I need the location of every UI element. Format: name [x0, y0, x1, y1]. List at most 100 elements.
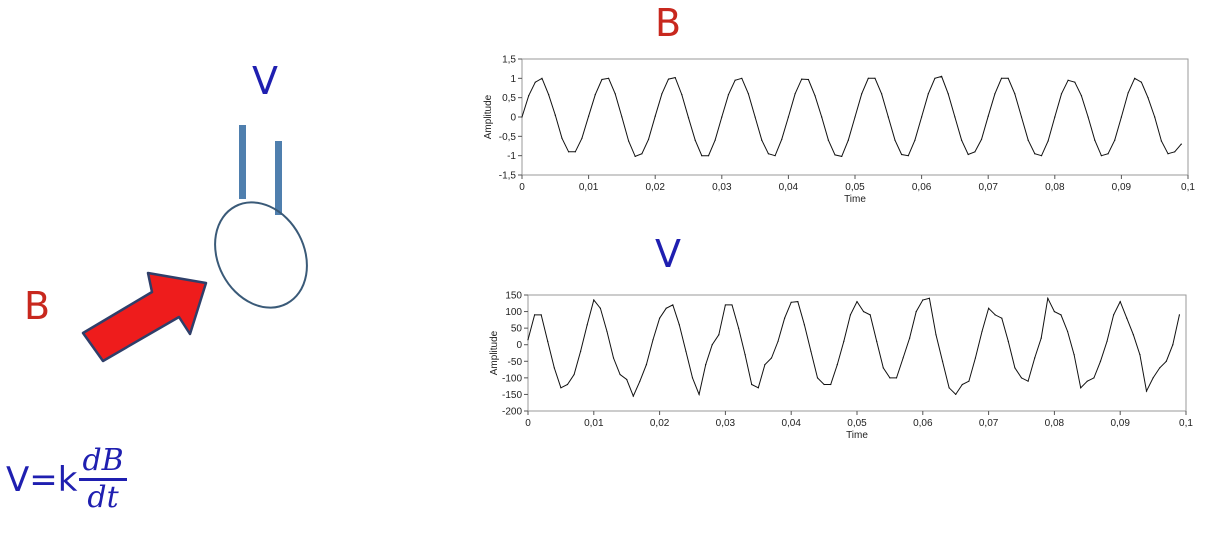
formula-denominator: dt	[87, 480, 119, 515]
v-chart-data-point	[915, 310, 917, 313]
v-chart-data-point	[955, 393, 957, 396]
v-chart-data-point	[1001, 317, 1003, 319]
v-chart-data-point	[757, 387, 759, 389]
v-chart-data-point	[948, 387, 950, 389]
b-chart-data-point	[521, 116, 523, 118]
b-chart-data-point	[1167, 153, 1169, 155]
b-chart-y-tick-label: 0,5	[502, 93, 516, 104]
v-chart-data-point	[566, 383, 569, 386]
b-chart-data-point	[647, 138, 650, 141]
b-chart-data-point	[614, 93, 616, 95]
v-chart-x-tick-label: 0,08	[1045, 418, 1065, 429]
b-chart-data-point	[1127, 92, 1129, 94]
b-chart-data-point	[1140, 81, 1142, 83]
b-chart-data-point	[1147, 97, 1149, 99]
b-chart-data-point	[627, 140, 630, 142]
v-chart-data-point	[553, 367, 555, 369]
v-chart-data-point	[698, 393, 700, 396]
v-chart-data-point	[718, 334, 720, 336]
v-chart-data-point	[586, 324, 588, 326]
b-chart-data-point	[1114, 139, 1116, 141]
formula-lhs: V=k	[6, 459, 78, 500]
b-chart-data-point	[934, 77, 936, 79]
lead-right	[275, 141, 282, 215]
b-chart-x-tick-label: 0,04	[779, 182, 799, 193]
b-chart-data-point	[568, 151, 570, 153]
v-chart-data-point	[961, 383, 963, 386]
b-chart-data-point	[667, 78, 670, 80]
v-chart-data-point	[1086, 380, 1088, 382]
v-chart-data-point	[737, 327, 740, 329]
b-chart-y-tick-label: 0	[510, 113, 516, 124]
chart-b-title: B	[655, 1, 682, 45]
v-chart-data-point	[1119, 301, 1121, 303]
v-chart-data-point	[889, 377, 891, 379]
faraday-formula: V=k dB dt	[6, 446, 127, 513]
b-chart-data-point	[841, 155, 843, 158]
b-chart-data-point	[727, 93, 730, 96]
v-chart-data-point	[724, 304, 727, 306]
b-chart-data-point	[541, 77, 543, 79]
formula-numerator: dB	[79, 446, 127, 481]
b-chart-x-tick-label: 0,06	[912, 182, 932, 193]
v-chart-data-point	[849, 314, 852, 316]
v-chart-y-tick-label: -200	[502, 407, 522, 418]
v-chart-data-point	[869, 314, 871, 316]
v-chart-data-point	[830, 383, 832, 386]
b-chart-data-point	[1014, 93, 1016, 95]
v-chart-data-point	[810, 350, 812, 352]
v-chart-data-point	[533, 314, 536, 316]
v-chart-data-point	[691, 377, 694, 379]
b-chart-data-point	[1034, 153, 1036, 155]
b-chart-data-point	[1067, 79, 1069, 81]
v-chart-data-point	[1126, 317, 1128, 319]
v-chart-data-point	[895, 377, 898, 379]
b-chart-data-point	[561, 137, 563, 139]
v-chart-data-point	[560, 387, 562, 389]
v-chart-data-point	[685, 350, 687, 352]
b-chart-x-tick-label: 0,1	[1181, 182, 1195, 193]
v-chart-x-tick-label: 0,09	[1110, 418, 1130, 429]
v-chart-data-point	[672, 304, 674, 306]
b-chart-data-point	[554, 114, 556, 116]
v-chart-data-point	[1152, 377, 1154, 379]
b-chart-data-point	[861, 93, 863, 95]
v-chart-data-point	[994, 314, 996, 316]
b-chart-data-point	[581, 137, 583, 139]
b-chart-data-point	[607, 77, 610, 79]
b-chart-data-point	[1000, 77, 1003, 79]
v-chart-x-tick-label: 0,02	[650, 418, 670, 429]
v-chart-data-point	[1040, 337, 1042, 339]
v-chart-data-point	[626, 378, 628, 381]
b-chart-data-point	[940, 75, 943, 77]
b-chart-data-point	[914, 139, 916, 141]
v-chart-data-point	[645, 364, 648, 366]
v-chart-data-point	[1073, 354, 1075, 356]
v-chart-x-tick-label: 0,04	[781, 418, 801, 429]
v-chart-x-tick-label: 0,03	[716, 418, 736, 429]
b-chart-x-tick-label: 0	[519, 182, 525, 193]
v-chart-y-tick-label: 100	[505, 307, 522, 318]
b-chart-data-point	[641, 153, 643, 155]
v-chart-x-tick-label: 0,1	[1179, 418, 1193, 429]
v-chart-y-tick-label: 0	[516, 340, 522, 351]
v-chart-data-point	[1053, 310, 1055, 313]
v-chart-data-point	[1099, 360, 1102, 362]
b-chart-data-point	[1080, 95, 1083, 97]
b-chart-data-point	[954, 116, 956, 118]
b-chart-data-point	[887, 116, 889, 118]
v-chart-data-point	[803, 324, 805, 326]
v-chart-y-axis-label: Amplitude	[489, 330, 500, 375]
b-chart-data-point	[881, 93, 883, 95]
v-chart-data-point	[639, 380, 641, 382]
b-chart-data-point	[1060, 93, 1063, 95]
v-chart-data-point	[974, 357, 977, 359]
b-chart-data-point	[1020, 116, 1023, 118]
v-chart-y-tick-label: 150	[505, 291, 522, 302]
b-chart-data-point	[754, 116, 756, 118]
b-chart-data-point	[1134, 77, 1136, 79]
v-chart-data-point	[606, 330, 608, 333]
v-chart-data-point	[882, 367, 884, 369]
